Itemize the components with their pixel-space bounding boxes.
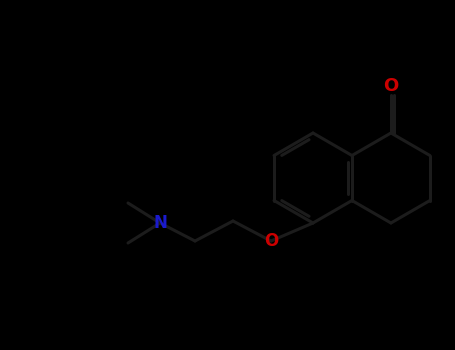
Text: N: N — [153, 214, 167, 232]
Text: O: O — [383, 77, 399, 95]
Text: O: O — [264, 232, 278, 250]
